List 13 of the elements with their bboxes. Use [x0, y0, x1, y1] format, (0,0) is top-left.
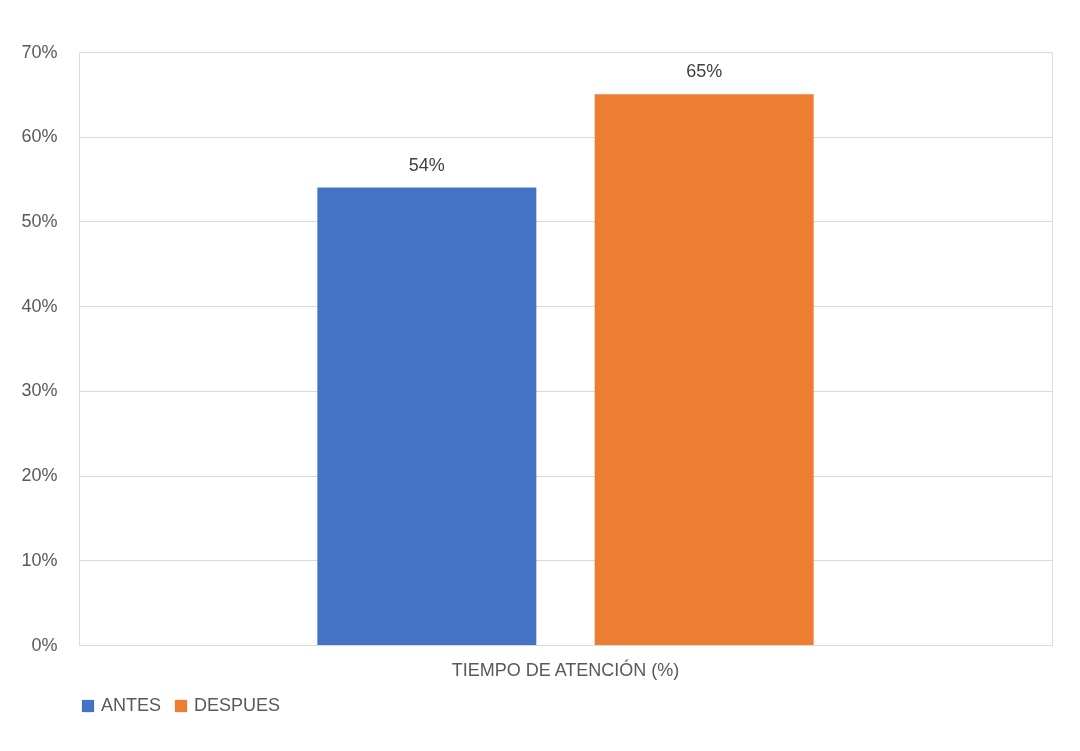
y-tick-label: 30%	[21, 380, 58, 401]
y-tick-label: 0%	[31, 634, 58, 655]
legend-label: DESPUES	[194, 695, 281, 715]
y-tick-label: 70%	[21, 41, 58, 62]
x-tick-label: TIEMPO DE ATENCIÓN (%)	[451, 658, 680, 680]
legend-label: ANTES	[101, 695, 162, 715]
y-tick-label: 20%	[21, 465, 58, 486]
y-tick-label: 10%	[21, 549, 58, 570]
y-tick-label: 50%	[21, 210, 58, 231]
y-tick-label: 40%	[21, 295, 58, 316]
text: 54%	[408, 154, 445, 175]
text: 65%	[686, 61, 723, 82]
y-tick-label: 60%	[21, 126, 58, 147]
